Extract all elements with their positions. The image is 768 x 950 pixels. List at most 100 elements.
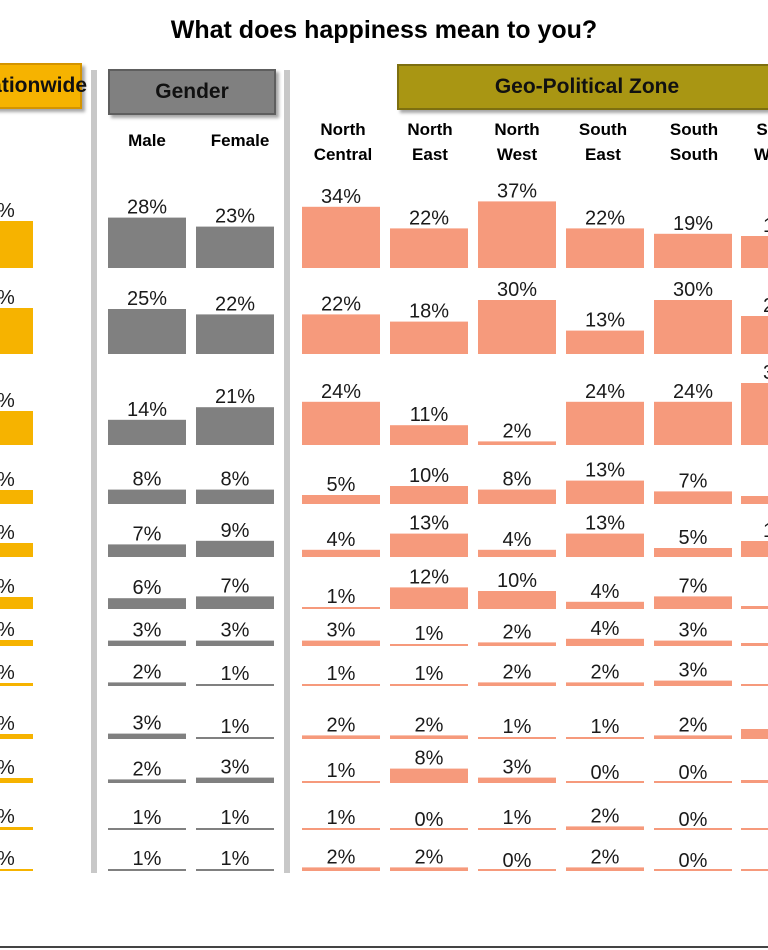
category-label-line: Central (313, 145, 373, 164)
zone-value-label: 30% (497, 279, 537, 301)
gender-value-label: 8% (133, 469, 162, 491)
zone-bar (654, 680, 732, 686)
zone-bar (478, 201, 556, 268)
category-label-line: Male (128, 131, 166, 150)
zone-value-label: 1% (503, 807, 532, 829)
nationwide-bar (0, 308, 33, 354)
south-west-bar (741, 729, 768, 739)
category-label-line: East (585, 145, 621, 164)
zone-value-label: 2% (591, 805, 620, 827)
zone-bar (566, 228, 644, 268)
gender-bar (196, 407, 274, 445)
gender-value-label: 22% (215, 293, 255, 315)
category-label-line: S (756, 120, 768, 139)
zone-value-label: 22% (321, 293, 361, 315)
gender-value-label: 8% (221, 469, 250, 491)
gender-value-label: 2% (133, 758, 162, 780)
gender-header-label: Gender (155, 80, 229, 103)
nationwide-value-label: % (0, 287, 15, 309)
zone-value-label: 2% (503, 661, 532, 683)
zone-bar (390, 425, 468, 445)
category-label-line: W (753, 145, 768, 164)
gender-bar (108, 733, 186, 739)
gender-bar (196, 314, 274, 354)
zone-bar (654, 300, 732, 354)
zone-value-label: 1% (591, 716, 620, 738)
zone-value-label: 10% (497, 570, 537, 592)
zone-value-label: 4% (503, 529, 532, 551)
zone-bar (478, 737, 556, 739)
south-west-value-label: 3 (763, 362, 768, 384)
gender-bar (108, 544, 186, 557)
category-label: South East (553, 117, 653, 167)
south-west-bar (741, 684, 768, 686)
zone-bar (390, 828, 468, 830)
zone-bar (654, 233, 732, 268)
gender-value-label: 2% (133, 661, 162, 683)
zone-value-label: 24% (585, 381, 625, 403)
zone-value-label: 7% (679, 575, 708, 597)
zone-value-label: 3% (503, 757, 532, 779)
zone-value-label: 0% (679, 762, 708, 784)
zone-value-label: 1% (503, 716, 532, 738)
nationwide-value-label: % (0, 522, 15, 544)
gender-bar (108, 489, 186, 504)
zone-bar (566, 401, 644, 445)
zone-bar (390, 768, 468, 783)
zone-bar (478, 591, 556, 609)
zone-bar (478, 777, 556, 783)
zone-value-label: 24% (321, 381, 361, 403)
category-label: Female (190, 128, 290, 153)
zone-bar (302, 549, 380, 557)
zone-value-label: 13% (585, 513, 625, 535)
zone-bar (654, 735, 732, 739)
zone-bar (478, 682, 556, 686)
gender-value-label: 6% (133, 577, 162, 599)
zone-value-label: 0% (591, 762, 620, 784)
gender-bar (196, 226, 274, 268)
zone-value-label: 5% (327, 474, 356, 496)
nationwide-value-label: % (0, 619, 15, 641)
zone-bar (390, 486, 468, 504)
category-label: North East (380, 117, 480, 167)
gender-bar (108, 598, 186, 609)
gender-value-label: 25% (127, 288, 167, 310)
gender-value-label: 3% (221, 620, 250, 642)
nationwide-value-label: % (0, 576, 15, 598)
zone-value-label: 1% (327, 586, 356, 608)
zone-bar (566, 867, 644, 871)
bottom-border (0, 946, 768, 948)
category-label: North Central (293, 117, 393, 167)
zone-bar (302, 640, 380, 646)
gender-bar (196, 540, 274, 557)
category-label-line: North (494, 120, 540, 139)
zone-value-label: 13% (585, 310, 625, 332)
zone-value-label: 7% (679, 470, 708, 492)
zone-bar (654, 491, 732, 504)
south-west-bar (741, 828, 768, 830)
gender-value-label: 7% (221, 575, 250, 597)
nationwide-header-label: Nationwide (0, 74, 88, 97)
zone-value-label: 2% (327, 846, 356, 868)
south-west-bar (741, 236, 768, 268)
zone-value-label: 1% (327, 807, 356, 829)
gender-value-label: 3% (221, 757, 250, 779)
zone-bar (302, 401, 380, 445)
category-label-line: South (669, 145, 719, 164)
zone-value-label: 22% (409, 207, 449, 229)
chart-title: What does happiness mean to you? (170, 16, 598, 44)
gender-bar (108, 828, 186, 830)
category-label: North West (467, 117, 567, 167)
zone-bar (566, 330, 644, 354)
zone-bar (302, 867, 380, 871)
nationwide-bar (0, 597, 33, 609)
zone-bar (302, 828, 380, 830)
gender-bar (196, 640, 274, 646)
gender-bar (196, 684, 274, 686)
nationwide-value-label: % (0, 757, 15, 779)
south-west-value-label: 2 (763, 295, 768, 317)
zone-bar (302, 206, 380, 268)
gender-value-label: 3% (133, 713, 162, 735)
gender-value-label: 9% (221, 520, 250, 542)
zone-value-label: 0% (503, 850, 532, 872)
